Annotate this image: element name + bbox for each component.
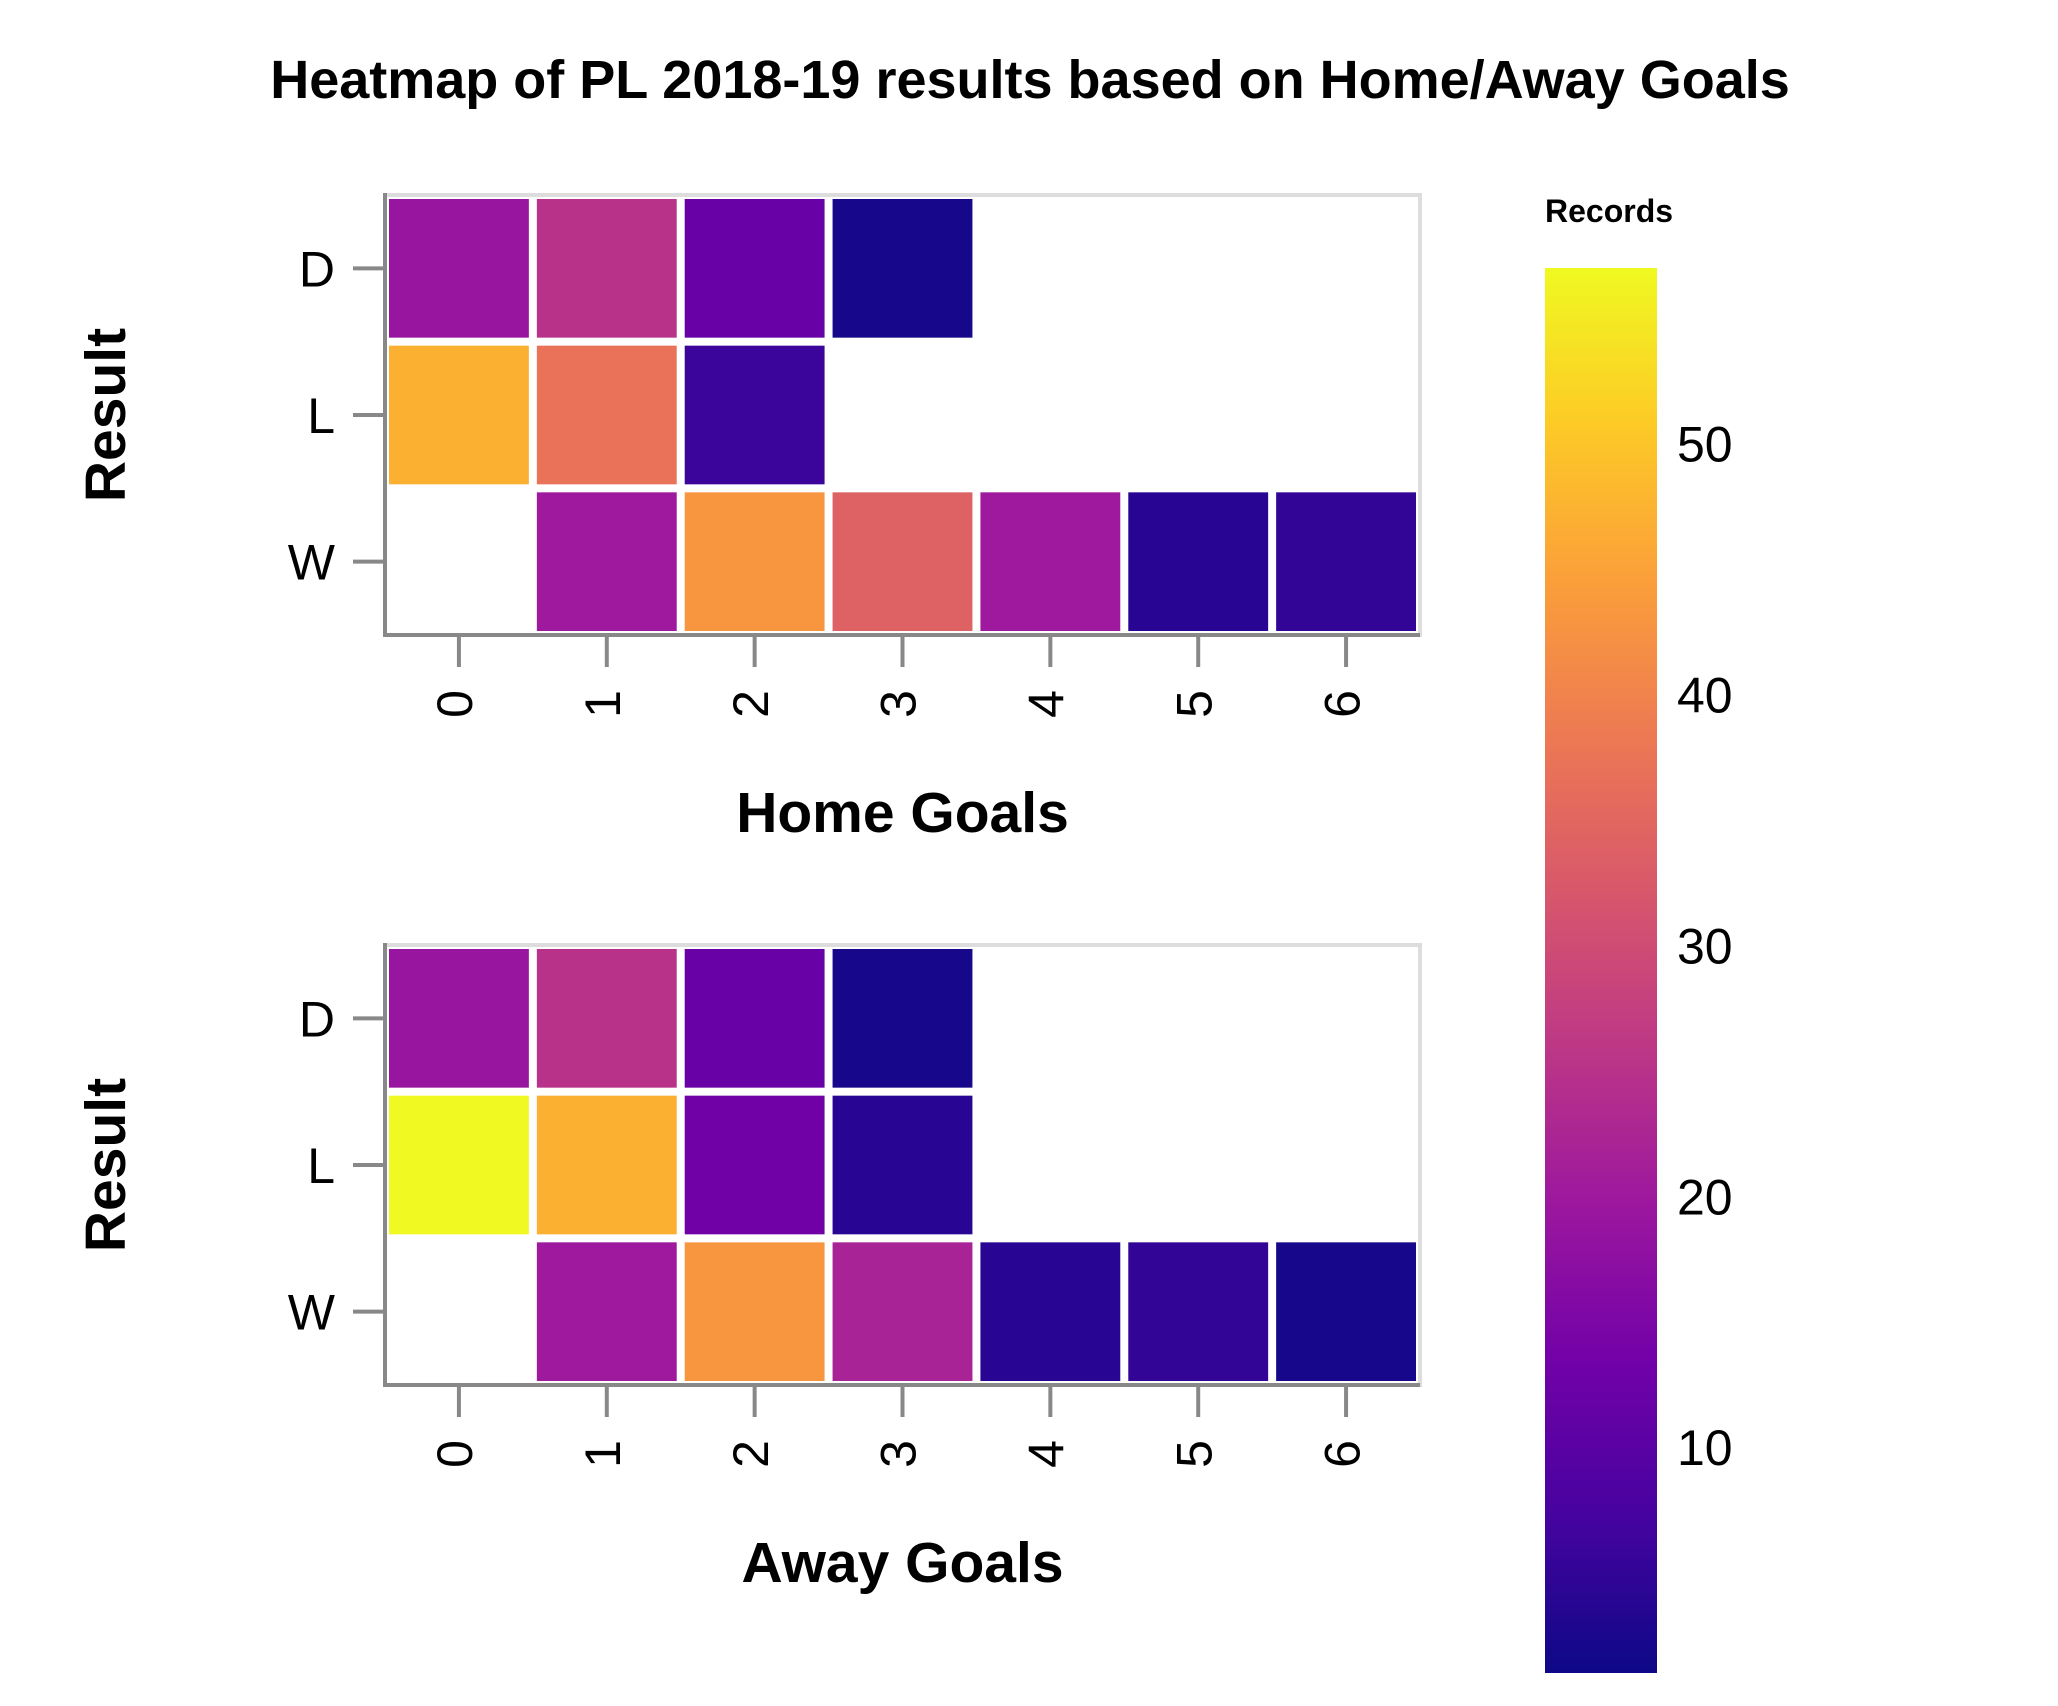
heatmap-cell-L-1 <box>536 1095 677 1235</box>
heatmap-cell-D-0 <box>389 199 529 338</box>
heatmap-cell-W-1 <box>536 1242 677 1381</box>
heatmap-cell-W-5 <box>1128 1242 1269 1381</box>
x-tick-label: 4 <box>1019 690 1075 718</box>
y-tick-label: D <box>299 241 335 297</box>
heatmap-cell-L-0 <box>389 1095 529 1235</box>
color-legend: Records 10 20 30 40 50 <box>1545 193 1733 1673</box>
legend-tick-label: 20 <box>1677 1169 1733 1225</box>
heatmap-cell-W-2 <box>684 492 825 631</box>
heatmap-cell-W-4 <box>980 1242 1121 1381</box>
y-tick-label: L <box>307 1138 335 1194</box>
x-tick-label: 5 <box>1166 690 1222 718</box>
x-tick-label: 5 <box>1166 1440 1222 1468</box>
x-tick-label: 2 <box>723 1440 779 1468</box>
heatmap-cell-L-2 <box>684 1095 825 1235</box>
heatmap-cell-W-4 <box>980 492 1121 631</box>
heatmap-cell-D-1 <box>536 199 677 338</box>
legend-colorbar <box>1545 268 1657 1673</box>
heatmap-cell-D-2 <box>684 199 825 338</box>
chart-title: Heatmap of PL 2018-19 results based on H… <box>270 50 1790 110</box>
legend-tick-label: 30 <box>1677 918 1733 974</box>
x-tick-label: 2 <box>723 690 779 718</box>
legend-tick-label: 40 <box>1677 668 1733 724</box>
heatmap-cell-D-2 <box>684 949 825 1088</box>
y-tick-label: D <box>299 991 335 1047</box>
x-tick-label: 1 <box>575 690 631 718</box>
heatmap-cell-D-3 <box>832 949 973 1088</box>
y-tick-label: W <box>288 535 336 591</box>
legend-title: Records <box>1545 193 1673 229</box>
y-tick-label: L <box>307 388 335 444</box>
heatmap-cell-W-1 <box>536 492 677 631</box>
heatmap-cell-L-2 <box>684 345 825 485</box>
heatmap-cell-W-2 <box>684 1242 825 1381</box>
heatmap-cell-D-1 <box>536 949 677 1088</box>
x-tick-label: 0 <box>427 690 483 718</box>
legend-tick-label: 10 <box>1677 1420 1733 1476</box>
heatmap-cell-W-5 <box>1128 492 1269 631</box>
x-tick-label: 0 <box>427 1440 483 1468</box>
x-axis-title: Home Goals <box>736 781 1069 845</box>
x-axis-title: Away Goals <box>741 1531 1063 1595</box>
legend-tick-label: 50 <box>1677 417 1733 473</box>
heatmap-cell-W-6 <box>1276 492 1416 631</box>
heatmap-cell-W-6 <box>1276 1242 1416 1381</box>
heatmap-cell-L-1 <box>536 345 677 485</box>
x-tick-label: 1 <box>575 1440 631 1468</box>
heatmap-panel-1: D L W 0 1 2 3 4 5 6 Home Goals Result <box>74 193 1422 845</box>
heatmap-cell-W-3 <box>832 492 973 631</box>
heatmap-cell-W-3 <box>832 1242 973 1381</box>
panels: D L W 0 1 2 3 4 5 6 Home Goals Result D L W 0 1 2 3 4 5 6 Away… <box>74 193 1422 1595</box>
heatmap-cell-D-3 <box>832 199 973 338</box>
heatmap-cell-D-0 <box>389 949 529 1088</box>
x-tick-label: 3 <box>871 690 927 718</box>
x-tick-label: 6 <box>1314 1440 1370 1468</box>
heatmap-panel-2: D L W 0 1 2 3 4 5 6 Away Goals Result <box>74 943 1422 1595</box>
y-axis-title: Result <box>74 328 138 502</box>
y-axis-title: Result <box>74 1078 138 1252</box>
heatmap-cell-L-3 <box>832 1095 973 1235</box>
y-tick-label: W <box>288 1285 336 1341</box>
x-tick-label: 6 <box>1314 690 1370 718</box>
x-tick-label: 3 <box>871 1440 927 1468</box>
heatmap-cell-L-0 <box>389 345 529 485</box>
x-tick-label: 4 <box>1019 1440 1075 1468</box>
